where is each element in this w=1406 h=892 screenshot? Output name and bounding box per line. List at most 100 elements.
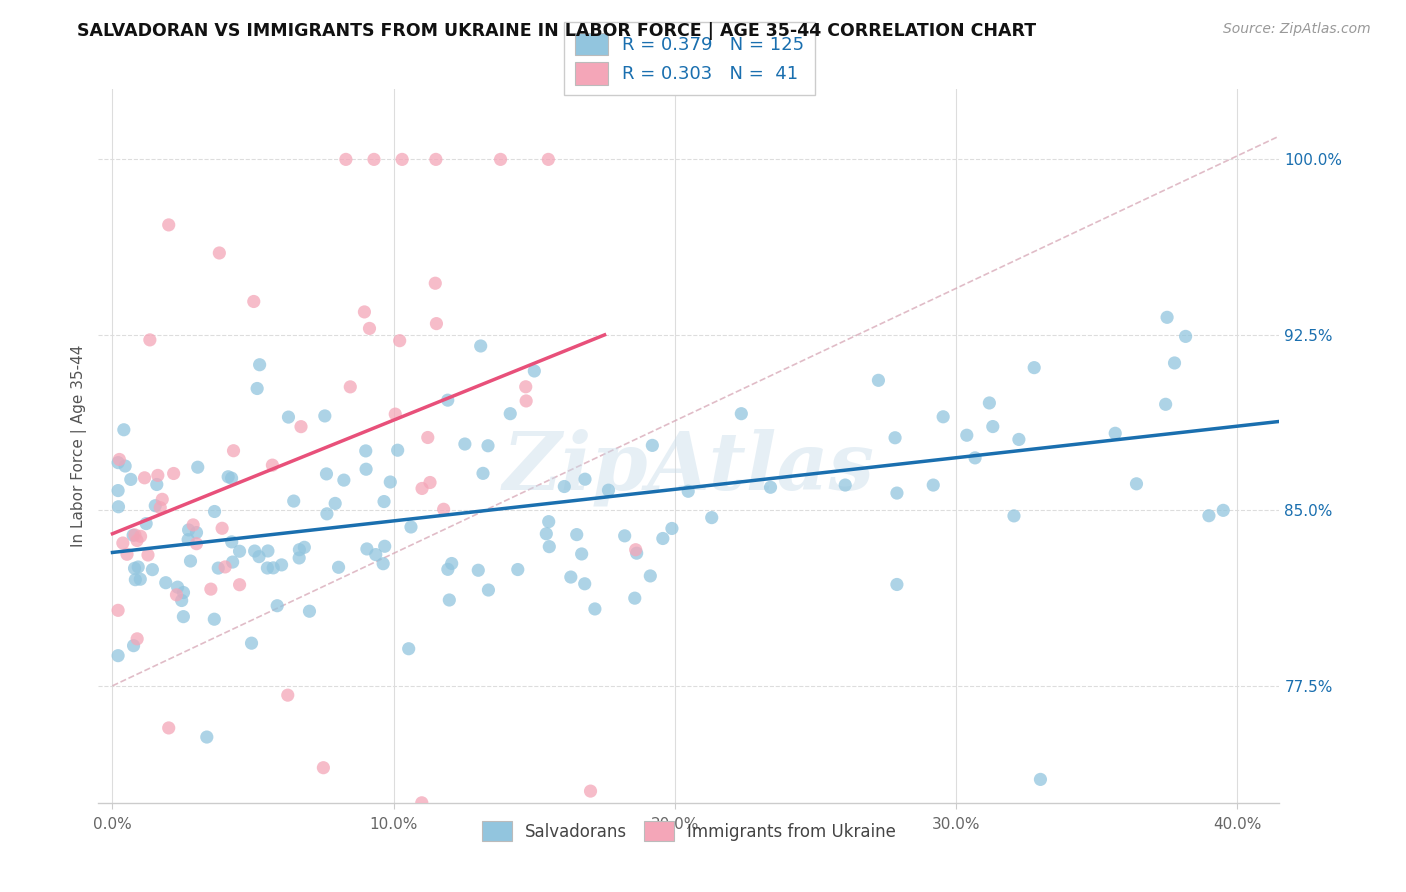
Point bbox=[574, 576, 596, 591]
Point bbox=[440, 557, 463, 571]
Point bbox=[200, 582, 222, 596]
Point bbox=[125, 533, 148, 548]
Point bbox=[1104, 426, 1126, 441]
Point bbox=[127, 632, 149, 646]
Point bbox=[433, 502, 456, 516]
Point bbox=[399, 520, 422, 534]
Point bbox=[288, 550, 311, 565]
Point bbox=[437, 562, 460, 576]
Point bbox=[932, 409, 955, 424]
Point bbox=[312, 761, 335, 775]
Point bbox=[277, 410, 299, 425]
Point bbox=[172, 609, 194, 624]
Point bbox=[676, 484, 699, 499]
Point bbox=[700, 510, 723, 524]
Point bbox=[155, 575, 177, 590]
Point bbox=[425, 277, 447, 291]
Point bbox=[640, 569, 662, 583]
Point bbox=[262, 561, 284, 575]
Point bbox=[157, 218, 180, 232]
Point bbox=[124, 573, 146, 587]
Point bbox=[122, 639, 145, 653]
Point bbox=[256, 561, 278, 575]
Point bbox=[288, 542, 311, 557]
Point bbox=[207, 561, 229, 575]
Point bbox=[129, 572, 152, 586]
Point bbox=[283, 494, 305, 508]
Point bbox=[411, 482, 433, 496]
Point bbox=[181, 517, 204, 532]
Point bbox=[384, 407, 406, 421]
Point bbox=[221, 534, 243, 549]
Point bbox=[246, 382, 269, 396]
Point bbox=[149, 500, 172, 515]
Point bbox=[247, 549, 270, 564]
Point bbox=[323, 496, 346, 510]
Point bbox=[243, 544, 266, 558]
Point bbox=[834, 478, 856, 492]
Point bbox=[120, 472, 142, 486]
Point bbox=[150, 492, 173, 507]
Point bbox=[624, 542, 647, 557]
Point bbox=[202, 612, 225, 626]
Point bbox=[436, 393, 458, 408]
Point bbox=[579, 784, 602, 798]
Point bbox=[651, 532, 673, 546]
Point bbox=[499, 407, 522, 421]
Point bbox=[537, 153, 560, 167]
Point bbox=[146, 477, 169, 491]
Point bbox=[1024, 360, 1046, 375]
Point bbox=[135, 516, 157, 531]
Point bbox=[583, 602, 606, 616]
Point bbox=[186, 525, 208, 540]
Point bbox=[107, 456, 129, 470]
Point bbox=[124, 528, 146, 542]
Point bbox=[373, 494, 395, 508]
Point bbox=[623, 591, 645, 606]
Point bbox=[107, 648, 129, 663]
Point bbox=[127, 560, 149, 574]
Point bbox=[143, 499, 166, 513]
Point bbox=[107, 500, 129, 514]
Point bbox=[380, 475, 402, 489]
Point bbox=[166, 588, 188, 602]
Point bbox=[195, 730, 218, 744]
Point bbox=[1212, 503, 1234, 517]
Point bbox=[107, 603, 129, 617]
Point bbox=[374, 539, 396, 553]
Point bbox=[489, 153, 512, 167]
Point bbox=[626, 546, 648, 560]
Point bbox=[290, 419, 312, 434]
Point bbox=[354, 443, 377, 458]
Point bbox=[228, 578, 250, 592]
Point bbox=[537, 515, 560, 529]
Point bbox=[316, 507, 339, 521]
Point bbox=[354, 462, 377, 476]
Point bbox=[228, 544, 250, 558]
Point bbox=[425, 153, 447, 167]
Point bbox=[211, 521, 233, 535]
Point bbox=[1002, 508, 1025, 523]
Point bbox=[979, 396, 1001, 410]
Point bbox=[187, 460, 209, 475]
Point bbox=[388, 334, 411, 348]
Point bbox=[249, 358, 271, 372]
Point bbox=[217, 469, 239, 483]
Y-axis label: In Labor Force | Age 35-44: In Labor Force | Age 35-44 bbox=[72, 345, 87, 547]
Point bbox=[730, 407, 752, 421]
Point bbox=[139, 333, 162, 347]
Point bbox=[1029, 772, 1052, 787]
Point bbox=[391, 153, 413, 167]
Point bbox=[129, 529, 152, 543]
Point bbox=[759, 480, 782, 494]
Point bbox=[523, 364, 546, 378]
Point bbox=[356, 541, 378, 556]
Point bbox=[1163, 356, 1185, 370]
Point bbox=[411, 796, 433, 810]
Point bbox=[868, 373, 890, 387]
Point bbox=[222, 443, 245, 458]
Point bbox=[373, 557, 395, 571]
Point bbox=[298, 604, 321, 618]
Point bbox=[538, 540, 561, 554]
Point bbox=[560, 570, 582, 584]
